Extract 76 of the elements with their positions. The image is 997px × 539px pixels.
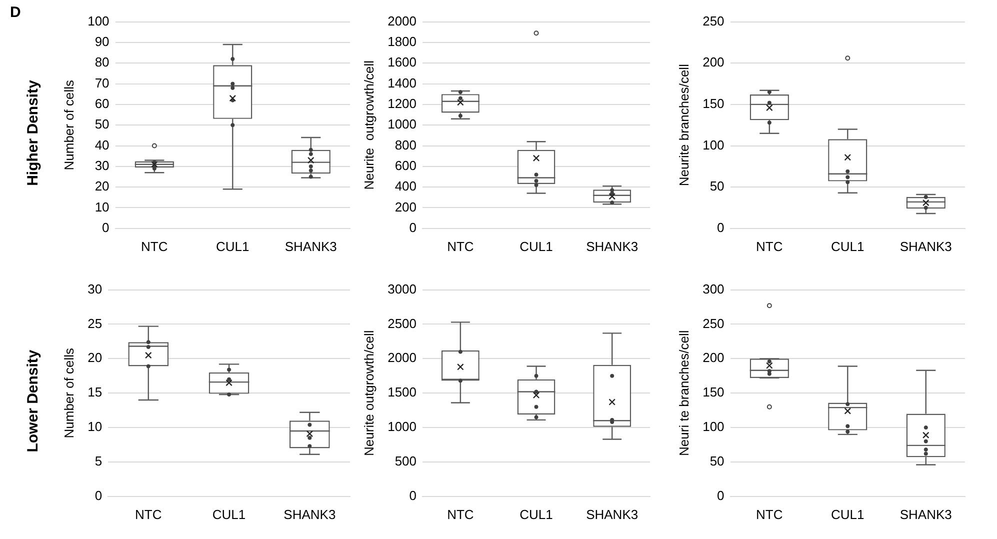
x-tick-label: NTC [141, 238, 168, 254]
x-tick-label: NTC [756, 506, 783, 522]
y-tick-label: 500 [394, 454, 417, 469]
y-tick-label: 40 [94, 137, 110, 152]
y-axis-title: Number of cells [61, 347, 76, 438]
y-tick-label: 800 [394, 137, 417, 152]
y-tick-label: 5 [94, 454, 102, 469]
y-tick-label: 2000 [388, 350, 417, 366]
x-tick-label: NTC [135, 506, 162, 522]
y-tick-label: 300 [702, 281, 724, 296]
x-tick-label: NTC [447, 238, 474, 254]
x-tick-label: CUL1 [831, 238, 864, 254]
x-tick-label: SHANK3 [586, 506, 638, 522]
text: D [10, 4, 21, 21]
y-tick-label: 30 [94, 158, 110, 173]
text: Higher Density [24, 80, 42, 186]
y-tick-label: 20 [88, 350, 102, 366]
y-tick-label: 0 [409, 220, 417, 235]
y-tick-label: 30 [88, 281, 102, 296]
y-tick-label: 1000 [388, 419, 417, 434]
y-tick-label: 25 [88, 316, 102, 331]
y-tick-label: 1400 [388, 75, 417, 90]
y-tick-label: 0 [717, 220, 724, 235]
y-tick-label: 200 [702, 54, 724, 70]
y-axis-title: Neurite branches/cell [676, 64, 692, 186]
x-tick-label: SHANK3 [586, 238, 638, 254]
y-tick-label: 15 [88, 384, 102, 400]
y-axis-title: Neurite outgrowth/cell [361, 330, 376, 456]
y-tick-label: 10 [88, 419, 102, 434]
y-tick-label: 100 [702, 419, 724, 434]
y-tick-label: 1200 [388, 96, 417, 112]
y-tick-label: 20 [94, 178, 110, 194]
x-tick-label: SHANK3 [284, 506, 336, 522]
x-tick-label: NTC [756, 238, 783, 254]
y-tick-label: 1800 [388, 34, 417, 50]
text: Lower Density [24, 350, 42, 452]
y-tick-label: 2000 [388, 13, 417, 28]
x-tick-label: CUL1 [520, 238, 553, 254]
x-tick-label: SHANK3 [900, 506, 952, 522]
y-tick-label: 400 [394, 178, 417, 194]
y-tick-label: 100 [88, 13, 110, 28]
y-tick-label: 1000 [388, 116, 417, 132]
y-axis-title: Neurite outgrowth/cell [361, 60, 376, 190]
y-tick-label: 60 [94, 96, 110, 112]
x-tick-label: CUL1 [216, 238, 250, 254]
y-tick-label: 0 [94, 488, 102, 503]
y-tick-label: 1600 [388, 54, 417, 70]
y-tick-label: 250 [702, 13, 724, 28]
x-tick-label: CUL1 [831, 506, 864, 522]
y-tick-label: 50 [710, 454, 724, 469]
y-tick-label: 70 [94, 75, 110, 90]
y-axis-title: Neuri te branches/cell [676, 330, 692, 456]
y-tick-label: 2500 [388, 316, 417, 331]
x-tick-label: SHANK3 [284, 238, 337, 254]
y-tick-label: 80 [94, 54, 110, 70]
x-tick-label: CUL1 [212, 506, 246, 522]
y-tick-label: 50 [710, 178, 724, 194]
y-tick-label: 200 [394, 199, 417, 214]
y-tick-label: 0 [102, 220, 110, 235]
y-tick-label: 150 [702, 384, 724, 400]
y-tick-label: 0 [409, 488, 417, 503]
y-tick-label: 3000 [388, 281, 417, 296]
y-tick-label: 1500 [388, 384, 417, 400]
y-tick-label: 600 [394, 158, 417, 173]
y-tick-label: 100 [702, 137, 724, 152]
x-tick-label: NTC [447, 506, 474, 522]
y-tick-label: 10 [94, 199, 110, 214]
y-axis-title: Number of cells [61, 79, 76, 170]
y-tick-label: 200 [702, 350, 724, 366]
y-tick-label: 250 [702, 316, 724, 331]
y-tick-label: 50 [94, 116, 110, 132]
y-tick-label: 150 [702, 96, 724, 112]
y-tick-label: 0 [717, 488, 724, 503]
x-tick-label: CUL1 [520, 506, 553, 522]
x-tick-label: SHANK3 [900, 238, 952, 254]
y-tick-label: 90 [94, 34, 110, 50]
